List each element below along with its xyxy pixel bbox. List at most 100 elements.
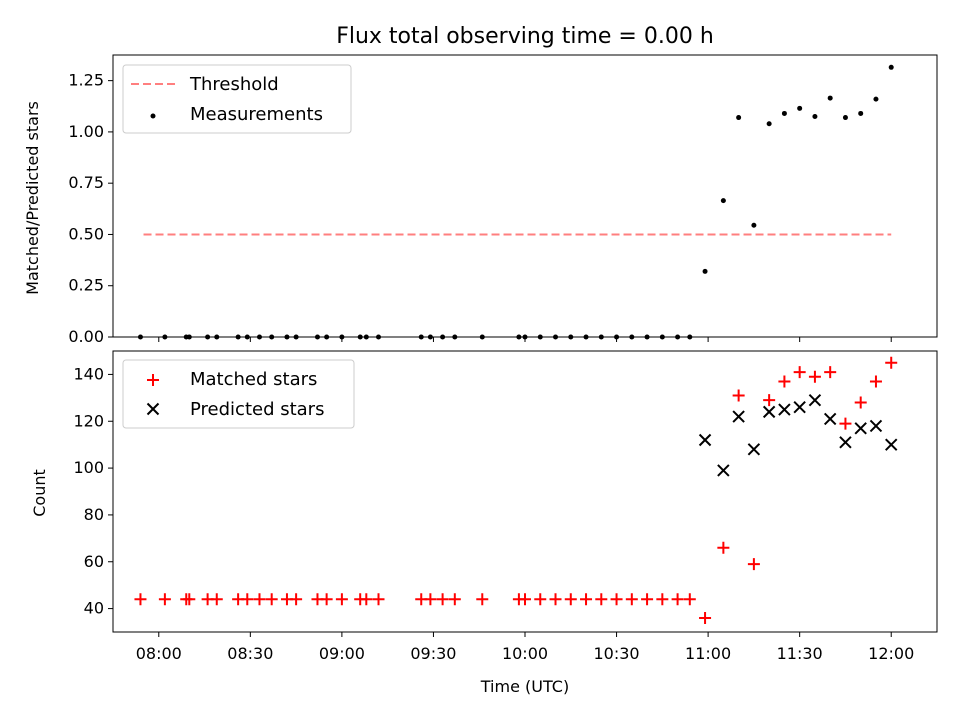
matched-star-point	[625, 593, 638, 606]
matched-star-point	[290, 593, 303, 606]
top-panel: 0.00 0.25 0.50 0.75 1.00 1.25	[68, 54, 938, 346]
matched-star-point	[671, 593, 684, 606]
measurement-point	[888, 64, 894, 70]
predicted-star-point	[839, 436, 852, 449]
matched-star-point	[732, 389, 745, 402]
bottom-ytick-label: 120	[73, 411, 104, 430]
matched-star-point	[549, 593, 562, 606]
matched-star-point	[808, 370, 821, 383]
top-chart-title: Flux total observing time = 0.00 h	[336, 24, 714, 49]
predicted-star-point	[698, 433, 712, 447]
measurement-point	[873, 96, 879, 102]
bottom-xtick-label: 11:30	[777, 644, 823, 663]
legend-predicted-label: Predicted stars	[190, 399, 324, 420]
matched-star-point	[372, 593, 385, 606]
matched-star-point	[747, 558, 760, 571]
bottom-xtick-label: 09:00	[319, 644, 365, 663]
matched-star-point	[436, 593, 449, 606]
predicted-star-point	[823, 412, 837, 426]
matched-star-point	[595, 593, 608, 606]
matched-star-point	[641, 593, 654, 606]
top-ytick-label: 0.75	[68, 173, 104, 192]
predicted-star-point	[717, 464, 730, 477]
measurement-point	[842, 115, 848, 121]
matched-star-point	[158, 593, 171, 606]
bottom-ylabel: Count	[30, 469, 49, 517]
measurement-point	[720, 198, 726, 204]
bottom-axes-frame	[112, 350, 938, 633]
bottom-xtick-label: 10:00	[502, 644, 548, 663]
measurement-point	[812, 114, 818, 120]
matched-star-point	[448, 593, 461, 606]
legend-matched-label: Matched stars	[190, 369, 317, 390]
legend-threshold-label: Threshold	[189, 74, 279, 95]
predicted-star-point	[762, 405, 776, 419]
bottom-xtick-label: 08:30	[227, 644, 273, 663]
predicted-star-point	[885, 438, 898, 451]
bottom-panel: 40 60 80 100 120 140 08:00 08:30 09:00 09:30 10:00…	[73, 350, 938, 663]
measurement-point	[736, 115, 742, 121]
predicted-star-point	[869, 419, 883, 433]
measurement-point	[702, 268, 708, 274]
bottom-xtick-label: 10:30	[594, 644, 640, 663]
predicted-star-point	[808, 393, 822, 407]
measurement-point	[751, 222, 757, 228]
measurement-point	[827, 95, 833, 101]
matched-star-point	[519, 593, 531, 606]
bottom-xtick-label: 08:00	[136, 644, 182, 663]
legend-measurements-label: Measurements	[190, 104, 323, 125]
matched-star-point	[824, 366, 837, 379]
matched-star-point	[717, 541, 730, 554]
predicted-star-point	[778, 403, 791, 416]
matched-star-point	[854, 396, 867, 409]
matched-star-point	[869, 375, 882, 388]
predicted-star-point	[793, 400, 806, 414]
bottom-xtick-label: 09:30	[410, 644, 456, 663]
matched-star-point	[793, 366, 806, 379]
matched-star-point	[476, 593, 489, 606]
bottom-ytick-label: 140	[73, 364, 104, 383]
matched-star-point	[610, 593, 623, 606]
matched-star-point	[763, 394, 776, 407]
matched-star-point	[885, 356, 898, 369]
top-ytick-label: 1.25	[68, 71, 104, 90]
top-axes-frame	[112, 54, 938, 338]
matched-star-point	[699, 611, 712, 624]
bottom-xtick-label: 12:00	[868, 644, 914, 663]
matched-star-point	[534, 593, 547, 606]
matched-star-point	[656, 593, 669, 606]
predicted-star-point	[747, 443, 761, 456]
measurement-point	[766, 121, 772, 127]
bottom-legend: Matched stars Predicted stars	[122, 359, 355, 429]
matched-star-point	[335, 593, 348, 606]
legend-predicted-swatch	[146, 402, 160, 416]
bottom-ytick-label: 40	[84, 599, 104, 618]
matched-star-point	[241, 593, 254, 606]
top-legend: Threshold Measurements	[122, 64, 352, 134]
bottom-xlabel: Time (UTC)	[480, 677, 569, 696]
matched-star-point	[320, 593, 333, 606]
legend-matched-swatch	[147, 374, 159, 386]
bottom-ytick-label: 60	[84, 552, 104, 571]
matched-star-point	[183, 593, 196, 606]
bottom-xtick-label: 11:00	[685, 644, 731, 663]
top-ytick-label: 0.00	[68, 327, 104, 346]
top-legend-box	[122, 64, 352, 134]
predicted-star-point	[732, 410, 745, 423]
measurement-point	[781, 110, 787, 116]
measurement-point	[858, 110, 864, 116]
top-ytick-label: 0.50	[68, 224, 104, 243]
matched-star-point	[564, 593, 577, 606]
bottom-ytick-label: 100	[73, 458, 104, 477]
matched-star-point	[134, 593, 147, 606]
predicted-star-point	[854, 422, 867, 435]
matched-star-point	[778, 375, 791, 388]
matched-star-point	[424, 593, 437, 606]
matched-star-point	[253, 593, 266, 606]
top-ytick-label: 0.25	[68, 276, 104, 295]
matched-star-point	[580, 593, 593, 606]
matched-star-point	[839, 417, 852, 430]
legend-measurements-swatch	[150, 113, 156, 119]
measurement-point	[797, 105, 803, 111]
